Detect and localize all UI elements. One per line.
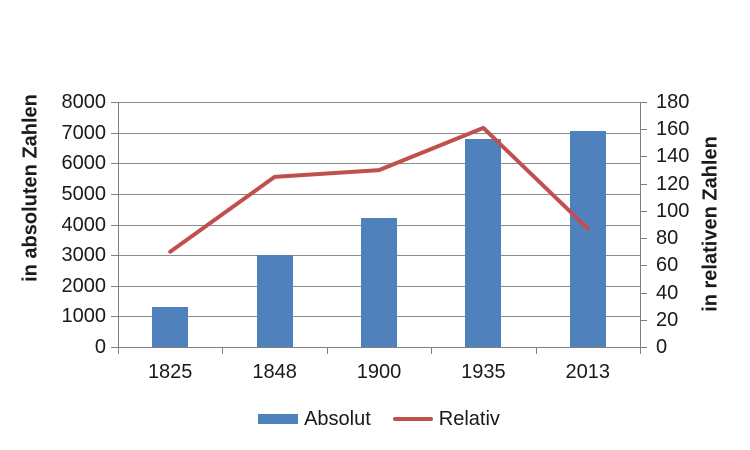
relativ-line: [168, 125, 590, 254]
x-axis-category-label: 1935: [461, 361, 506, 383]
left-axis-tick-label: 6000: [61, 152, 107, 175]
x-axis-tick: [640, 347, 641, 354]
left-axis-tick: [111, 224, 118, 226]
gridline: [118, 102, 640, 103]
bar-1900: [361, 218, 397, 347]
left-axis-tick-label: 3000: [61, 244, 107, 267]
left-axis-tick: [111, 285, 118, 287]
x-axis-tick: [431, 347, 433, 354]
x-axis-category-label: 2013: [565, 361, 611, 383]
left-axis-tick-label: 0: [94, 336, 106, 358]
bar-1825: [152, 307, 189, 347]
x-axis-tick: [326, 347, 328, 354]
plot-area: [111, 102, 647, 354]
right-axis-tick: [640, 347, 647, 348]
right-axis-tick-label: 140: [656, 145, 690, 168]
x-axis-line: [118, 347, 641, 348]
right-axis-tick-label: 180: [656, 91, 690, 113]
right-axis-tick-label: 60: [656, 254, 679, 277]
right-axis-tick-label: 160: [656, 118, 690, 141]
x-axis-tick: [222, 347, 224, 354]
right-axis-tick: [640, 183, 647, 185]
legend-item-absolut: Absolut: [258, 408, 371, 431]
gridline: [118, 132, 640, 134]
left-axis-tick-label: 2000: [61, 274, 107, 297]
right-axis-line: [640, 102, 641, 348]
x-axis-tick: [535, 347, 537, 354]
left-axis-tick: [111, 163, 118, 165]
right-axis-tick: [640, 210, 647, 212]
right-axis-tick: [640, 238, 647, 240]
x-axis-category-label: 1825: [147, 361, 193, 383]
left-axis-tick-label: 1000: [61, 305, 107, 328]
legend-relativ-swatch: [392, 417, 433, 421]
legend-absolut-label: Absolut: [304, 407, 371, 430]
legend-relativ-label: Relativ: [438, 407, 500, 430]
left-axis-line: [118, 102, 119, 348]
bar-1935: [465, 138, 502, 347]
gridline: [118, 163, 640, 165]
right-axis-tick-label: 0: [656, 336, 668, 358]
right-axis-tick: [640, 102, 647, 103]
right-axis-tick-label: 120: [656, 172, 690, 195]
left-axis-tick: [111, 102, 118, 103]
right-axis-tick: [640, 319, 647, 321]
left-axis-tick: [111, 347, 118, 348]
right-axis-tick: [640, 129, 647, 131]
legend-absolut-swatch: [258, 414, 299, 424]
left-axis-tick: [111, 316, 118, 318]
right-axis-tick-label: 40: [656, 281, 679, 304]
x-axis-category-label: 1900: [356, 361, 402, 383]
left-axis-tick: [111, 255, 118, 257]
right-axis-tick: [640, 292, 647, 294]
x-axis-tick: [118, 347, 119, 354]
left-axis-tick: [111, 193, 118, 195]
left-axis-tick-label: 7000: [61, 121, 107, 144]
right-axis-tick: [640, 156, 647, 158]
left-axis-tick-label: 5000: [61, 182, 107, 205]
legend: Absolut Relativ: [118, 405, 640, 433]
gridline: [118, 193, 640, 195]
bar-2013: [569, 131, 606, 347]
legend-item-relativ: Relativ: [392, 407, 500, 431]
left-axis-tick: [111, 132, 118, 134]
left-axis-tick-label: 4000: [61, 213, 107, 236]
right-axis-tick: [640, 265, 647, 267]
bar-1848: [256, 255, 293, 347]
left-axis-tick-label: 8000: [61, 91, 107, 113]
right-axis-tick-label: 100: [656, 199, 690, 222]
x-axis-category-label: 1848: [252, 361, 297, 383]
right-axis-tick-label: 80: [656, 227, 679, 250]
relativ-line-layer: [168, 125, 590, 254]
right-axis-tick-label: 20: [656, 308, 679, 331]
